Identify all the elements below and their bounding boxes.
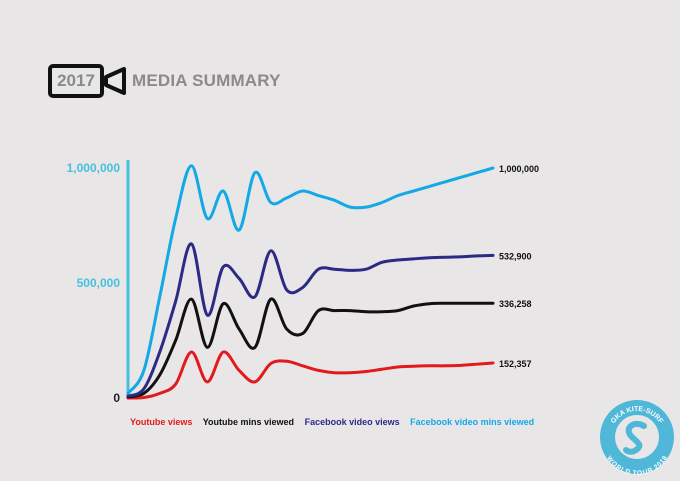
series-end-label: 152,357 [499, 359, 532, 369]
y-tick-label: 0 [113, 391, 120, 405]
series-line-youtube-views [126, 350, 495, 400]
legend-youtube-mins-viewed: Youtube mins viewed [202, 417, 295, 427]
series-end-label: 1,000,000 [499, 164, 539, 174]
y-tick-label: 1,000,000 [67, 161, 121, 175]
y-tick-label: 500,000 [77, 276, 121, 290]
series-line-facebook-video-views [126, 242, 495, 398]
series-line-youtube-mins-viewed [126, 297, 495, 399]
camera-lens-icon [104, 67, 126, 95]
series-line-facebook-video-mins-viewed [126, 164, 495, 395]
gka-world-tour-logo: GKA KITE-SURF WORLD TOUR 2018 [600, 400, 674, 476]
chart-legend: Youtube views Youtube mins viewed Facebo… [130, 417, 542, 427]
legend-facebook-video-views: Facebook video views [304, 417, 400, 427]
series-end-label: 532,900 [499, 251, 532, 261]
legend-youtube-views: Youtube views [130, 417, 193, 427]
series-end-label: 336,258 [499, 299, 532, 309]
legend-facebook-video-mins-viewed: Facebook video mins viewed [410, 417, 535, 427]
page-title: MEDIA SUMMARY [132, 71, 281, 90]
year-label: 2017 [57, 71, 95, 90]
video-camera-icon [48, 64, 104, 98]
